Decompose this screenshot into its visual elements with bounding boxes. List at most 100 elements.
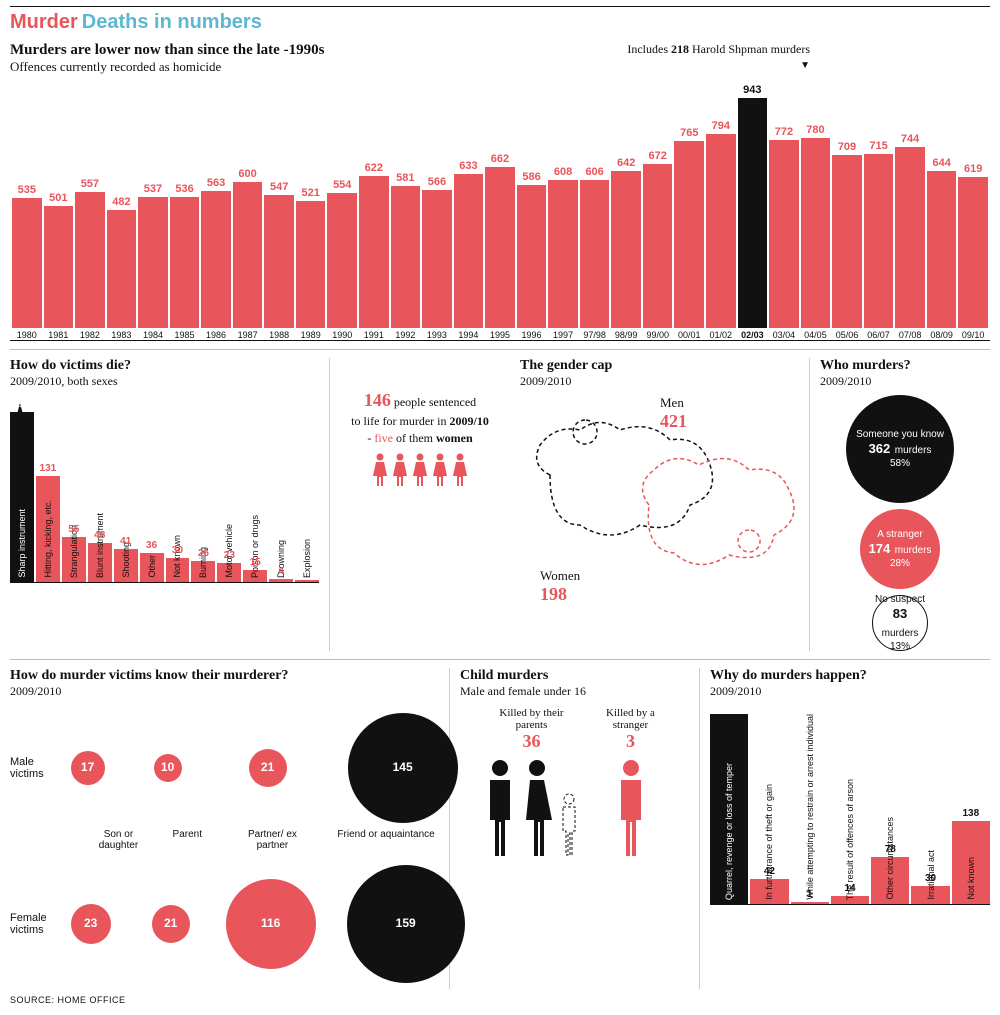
victims-bar: 30Not known [166,545,190,582]
victims-bar: 48Blunt instrument [88,530,112,582]
stranger-icon [615,758,647,858]
gender-men-label: Men [660,395,687,411]
know-row-female-label: Female victims [10,912,47,936]
woman-small-icon [452,453,468,487]
reasons-subtitle: 2009/2010 [710,684,990,699]
child-outline-icon [558,792,580,858]
gender-title: The gender cap [520,358,799,374]
victims-bar: 55Strangulation [62,524,86,582]
reason-bar: 138Not known [952,808,990,904]
woman-small-icon [432,453,448,487]
reason-bar: 42In furtherance of theft or gain [750,866,788,904]
main-bar: 79401/02 [706,120,736,340]
victims-die-title: How do victims die? [10,358,319,374]
know-circle: 10 [154,754,182,782]
main-bar: 76500/01 [674,127,704,340]
who-murders-title: Who murders? [820,358,980,374]
man-icon [484,758,516,858]
main-bar: 5661993 [422,176,452,340]
main-chart: Murders are lower now than since the lat… [10,42,990,341]
main-bar: 70905/06 [832,141,862,340]
reason-bar: 78Other circumstances [871,844,909,904]
main-bar: 6331994 [454,160,484,340]
panel-who-murders: Who murders? 2009/2010 Someone you know3… [820,358,980,651]
main-bar: 6221991 [359,162,389,340]
victims-bar: 4Drowning [269,566,293,582]
woman-small-icon [392,453,408,487]
who-circle: No suspect83 murders13% [872,595,928,651]
main-bar: 6001987 [233,168,263,340]
reason-bar: 1While attempting to restrain or arrest … [791,889,829,904]
victims-bar: 15Poison or drugs [243,557,267,582]
main-bar: 5471988 [264,181,294,340]
victims-bar: 131Hitting, kicking, etc. [36,463,60,582]
body-outline-women [619,435,809,585]
victims-bar: Explosion [295,578,319,582]
main-bar: 64298/99 [611,157,641,340]
main-bar: 67299/00 [643,150,673,340]
main-chart-subtitle: Offences currently recorded as homicide [10,59,324,75]
victims-bar: 26Burning [191,548,215,582]
know-circle: 116 [226,879,316,969]
main-bar: 5211989 [296,187,326,340]
reason-bar: 316Quarrel, revenge or loss of temper [710,701,748,904]
know-circle: 21 [152,905,190,943]
panel-child-murders: Child murders Male and female under 16 K… [460,668,700,989]
main-bar: 5351980 [12,184,42,340]
main-bar: 71506/07 [864,140,894,340]
know-subtitle: 2009/2010 [10,684,439,699]
main-bar: 77203/04 [769,126,799,340]
victims-bar: 36Other [140,540,164,582]
gender-men-value: 421 [660,411,687,432]
reasons-title: Why do murders happen? [710,668,990,684]
woman-small-icon [372,453,388,487]
main-bar: 5811992 [391,172,421,340]
panel-gender: The gender cap 2009/2010 Men 421 Women 1… [520,358,810,651]
know-circle: 21 [249,749,287,787]
panel-know-murderer: How do murder victims know their murdere… [10,668,450,989]
know-circle: 17 [71,751,105,785]
source-line: SOURCE: HOME OFFICE [10,995,990,1005]
main-bar: 60697/98 [580,166,610,340]
header-word2: Deaths in numbers [82,11,262,33]
main-bar: 6621995 [485,153,515,340]
main-bar: 4821983 [107,196,137,340]
main-chart-note: Includes 218 Harold Shpman murders ▼ [627,42,810,72]
main-chart-title: Murders are lower now than since the lat… [10,42,324,59]
main-bar: 94302/03 [738,84,768,340]
main-bar: 6081997 [548,166,578,340]
gender-women-value: 198 [540,584,580,605]
know-circle: 23 [71,904,111,944]
know-circle: 159 [347,865,465,983]
know-circle: 145 [348,713,458,823]
main-bar: 5361985 [170,183,200,340]
know-row-male-label: Male victims [10,756,44,780]
who-murders-subtitle: 2009/2010 [820,374,980,389]
victims-bar: 210Sharp instrument [10,399,34,582]
main-bar: 5571982 [75,178,105,340]
panel-victims-die: How do victims die? 2009/2010, both sexe… [10,358,330,651]
reason-bar: 14The result of offences of arson [831,883,869,904]
child-title: Child murders [460,668,689,684]
header: Murder Deaths in numbers [10,6,990,34]
main-bar: 5371984 [138,183,168,340]
main-bar: 78004/05 [801,124,831,340]
main-bar: 5631986 [201,177,231,340]
child-subtitle: Male and female under 16 [460,684,689,699]
gender-subtitle: 2009/2010 [520,374,799,389]
victims-die-subtitle: 2009/2010, both sexes [10,374,319,389]
woman-icon [520,758,554,858]
woman-icon-row [340,453,500,487]
main-bar: 5861996 [517,171,547,340]
header-word1: Murder [10,11,78,33]
reason-bar: 30Irrational act [911,873,949,904]
main-bar: 74407/08 [895,133,925,340]
panel-reasons: Why do murders happen? 2009/2010 316Quar… [710,668,990,989]
panel-life-sentence: 146 people sentenced to life for murder … [340,358,510,651]
main-bar: 5541990 [327,179,357,340]
know-title: How do murder victims know their murdere… [10,668,439,684]
main-bar: 5011981 [44,192,74,340]
woman-small-icon [412,453,428,487]
who-circle: Someone you know362 murders58% [846,395,954,503]
main-bar: 61909/10 [958,163,988,340]
